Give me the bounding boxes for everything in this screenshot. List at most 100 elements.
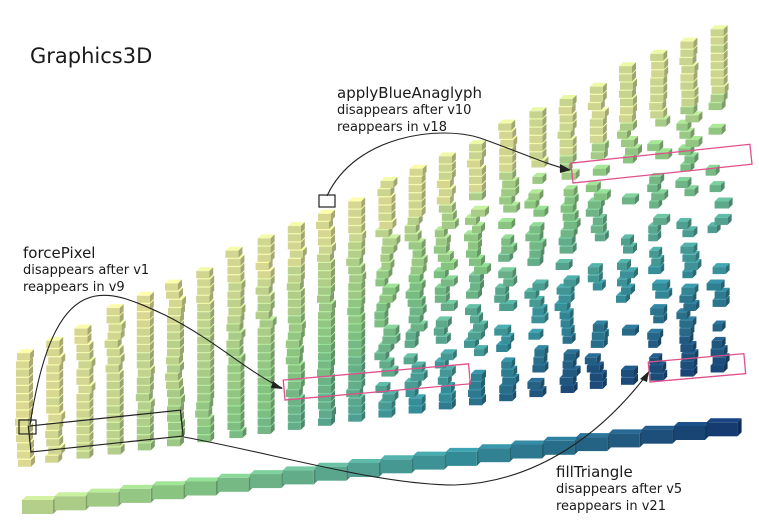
element-block (714, 213, 732, 225)
element-block (650, 49, 668, 61)
element-block (196, 267, 214, 279)
timeline-cell (445, 447, 481, 466)
element-block (501, 357, 516, 369)
element-block (680, 37, 698, 49)
element-block (680, 242, 698, 254)
element-block (257, 234, 275, 246)
element-block (621, 234, 634, 246)
timeline-cell (706, 418, 742, 437)
force-pixel-reappears: reappears in v9 (23, 280, 125, 295)
fill-triangle-reappear-box (647, 353, 747, 383)
element-block (676, 218, 692, 229)
version-column (616, 62, 642, 385)
timeline-cell (380, 455, 416, 474)
version-column (225, 246, 247, 439)
element-block (650, 304, 668, 316)
element-block (46, 336, 64, 348)
element-block (622, 193, 639, 205)
version-column (165, 279, 186, 447)
element-block (712, 263, 730, 275)
force-pixel-name: forcePixel (23, 244, 96, 262)
element-block (589, 82, 607, 94)
apply-blue-anaglyph-label: applyBlueAnaglyph disappears after v10 r… (337, 85, 482, 136)
element-block (563, 349, 580, 361)
apply-blue-anaglyph-disappears: disappears after v10 (337, 103, 472, 118)
element-block (555, 259, 573, 270)
version-column (45, 336, 66, 463)
element-block (438, 152, 456, 164)
element-block (712, 320, 726, 332)
version-column (74, 324, 96, 459)
apply-blue-anaglyph-reappears: reappears in v18 (337, 120, 447, 135)
element-block (74, 324, 92, 336)
element-block (529, 107, 547, 119)
element-block (375, 382, 391, 393)
element-block (619, 62, 636, 74)
timeline-cell (217, 473, 253, 492)
element-block (17, 349, 34, 361)
version-column (346, 197, 367, 422)
version-column (433, 152, 459, 410)
element-block (653, 213, 671, 225)
version-column (584, 82, 611, 389)
version-column (104, 304, 126, 455)
element-block (465, 304, 481, 316)
timeline-cell (413, 451, 449, 470)
element-block (225, 246, 243, 258)
version-column (255, 234, 277, 434)
element-block (622, 324, 639, 336)
element-block (592, 320, 608, 332)
version-timeline-strip (22, 418, 742, 514)
fill-triangle-label: fillTriangle disappears after v5 reappea… (556, 464, 682, 515)
element-block (711, 336, 726, 348)
apply-blue-anaglyph-name: applyBlueAnaglyph (337, 84, 483, 102)
element-block (587, 263, 603, 275)
element-block (409, 164, 427, 176)
element-block (348, 197, 366, 209)
version-column (15, 349, 35, 467)
element-block (617, 259, 631, 270)
apply-blue-anaglyph-arrow (326, 132, 571, 197)
timeline-cell (22, 496, 57, 514)
diagram-title: Graphics3D (30, 44, 153, 68)
element-block (106, 304, 124, 316)
timeline-cell (608, 429, 644, 448)
element-block (498, 119, 516, 131)
apply-blue-anaglyph-reappear-box (570, 143, 753, 184)
fill-triangle-disappears: disappears after v5 (556, 482, 683, 497)
element-block (621, 365, 638, 377)
timeline-cell (87, 488, 123, 507)
element-block (532, 172, 547, 184)
timeline-cell (576, 433, 612, 452)
version-column (705, 25, 733, 373)
element-block (403, 353, 418, 365)
fill-triangle-source-box (27, 409, 184, 453)
element-block (563, 275, 580, 287)
element-block (709, 181, 725, 193)
element-block (532, 279, 549, 291)
element-block (474, 345, 488, 357)
element-block (136, 291, 154, 303)
version-column (675, 37, 703, 377)
fill-triangle-reappears: reappears in v21 (556, 499, 666, 514)
element-block (585, 181, 601, 193)
version-column (285, 222, 307, 430)
timeline-cell (152, 481, 188, 500)
element-block (708, 123, 726, 135)
element-block (652, 279, 671, 291)
element-block (592, 164, 610, 176)
element-block (534, 345, 549, 357)
element-block (584, 353, 601, 365)
element-block (380, 177, 398, 188)
element-block (710, 25, 728, 37)
timeline-cell (478, 444, 514, 463)
element-block (714, 197, 733, 209)
force-pixel-label: forcePixel disappears after v1 reappears… (23, 245, 149, 296)
element-block (529, 222, 545, 234)
force-pixel-disappears: disappears after v1 (23, 263, 150, 278)
version-column (135, 291, 155, 451)
annotation-overlays (18, 132, 753, 486)
version-column (374, 177, 401, 418)
timeline-cell (511, 440, 546, 459)
force-pixel-source-box (18, 419, 37, 435)
